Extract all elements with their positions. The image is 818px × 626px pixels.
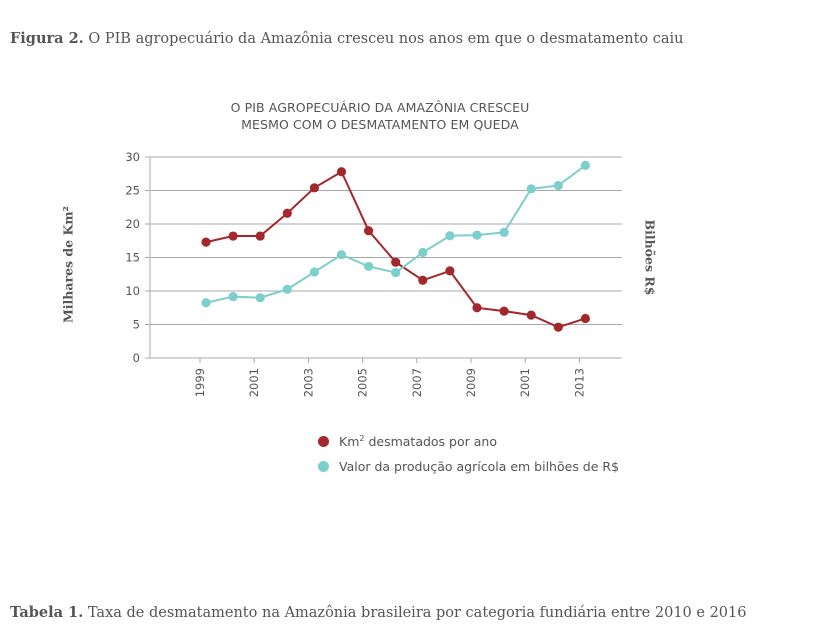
figure-caption-text: O PIB agropecuário da Amazônia cresceu n… — [88, 31, 684, 47]
data-point-production — [228, 291, 238, 302]
data-point-production — [391, 267, 401, 278]
y-tick-label: 15 — [125, 251, 140, 265]
x-tick-label: 2013 — [572, 368, 586, 397]
data-point-production — [364, 261, 374, 272]
data-point-production — [418, 247, 428, 258]
y-tick-label: 5 — [133, 318, 140, 332]
table-caption-label: Tabela 1. — [10, 604, 84, 621]
data-point-production — [499, 227, 509, 237]
figure-caption-label: Figura 2. — [10, 30, 84, 47]
legend-label-production: Valor da produção agrícola em bilhões de… — [339, 459, 620, 474]
legend-marker-deforestation — [318, 436, 329, 448]
legend-item-production: Valor da produção agrícola em bilhões de… — [318, 459, 619, 474]
x-tick-label: 2009 — [464, 368, 478, 397]
legend-marker-production — [318, 461, 329, 472]
y-tick-label: 25 — [125, 184, 140, 198]
data-point-deforestation — [418, 275, 428, 285]
y-tick-label: 30 — [125, 150, 140, 164]
legend-label-deforestation-suffix: desmatados por ano — [364, 434, 497, 450]
data-point-deforestation — [526, 310, 536, 320]
x-tick-label: 2003 — [301, 368, 315, 397]
data-point-deforestation — [364, 226, 374, 236]
x-tick-label: 2007 — [410, 368, 424, 397]
data-point-deforestation — [472, 303, 482, 313]
data-point-deforestation — [391, 257, 401, 267]
data-point-deforestation — [282, 208, 292, 218]
data-point-production — [255, 293, 265, 303]
table-caption-text: Taxa de desmatamento na Amazônia brasile… — [87, 605, 747, 621]
data-point-production — [472, 230, 482, 240]
data-point-deforestation — [201, 237, 211, 247]
chart-title-line1: O PIB AGROPECUÁRIO DA AMAZÔNIA CRESCEU — [230, 100, 530, 115]
x-tick-label: 2001 — [518, 368, 532, 397]
data-point-deforestation — [255, 231, 265, 241]
line-chart: 0 5 10 15 20 25 30 1999 2001 2003 2005 2007 2009 2001… — [125, 150, 622, 397]
table-caption: Tabela 1. Taxa de desmatamento na Amazôn… — [10, 604, 746, 621]
data-point-production — [201, 298, 211, 308]
x-tick-label: 2005 — [356, 368, 370, 397]
x-tick-label: 1999 — [193, 368, 207, 397]
figure-caption: Figura 2. O PIB agropecuário da Amazônia… — [10, 30, 683, 47]
legend-label-deforestation-sup: 2 — [359, 434, 365, 443]
x-tick-label: 2001 — [247, 368, 261, 397]
y-tick-label: 10 — [125, 284, 140, 298]
data-point-deforestation — [336, 167, 347, 177]
data-point-production — [580, 160, 591, 170]
data-point-production — [336, 250, 347, 260]
data-point-production — [526, 184, 536, 194]
y-tick-label: 0 — [133, 351, 140, 365]
data-point-deforestation — [228, 231, 238, 241]
legend-item-deforestation: Km2 desmatados por ano — [318, 434, 497, 449]
legend-label-deforestation-prefix: Km — [339, 434, 360, 450]
data-point-deforestation — [553, 322, 563, 332]
data-point-production — [553, 180, 563, 191]
data-point-deforestation — [309, 183, 319, 193]
data-point-deforestation — [580, 313, 591, 324]
data-point-production — [309, 267, 319, 277]
chart-title-line2: MESMO COM O DESMATAMENTO EM QUEDA — [241, 117, 519, 132]
data-point-deforestation — [445, 266, 455, 276]
data-point-deforestation — [499, 306, 509, 316]
y-tick-label: 20 — [125, 217, 140, 231]
data-point-production — [445, 231, 455, 241]
data-point-production — [282, 284, 292, 294]
